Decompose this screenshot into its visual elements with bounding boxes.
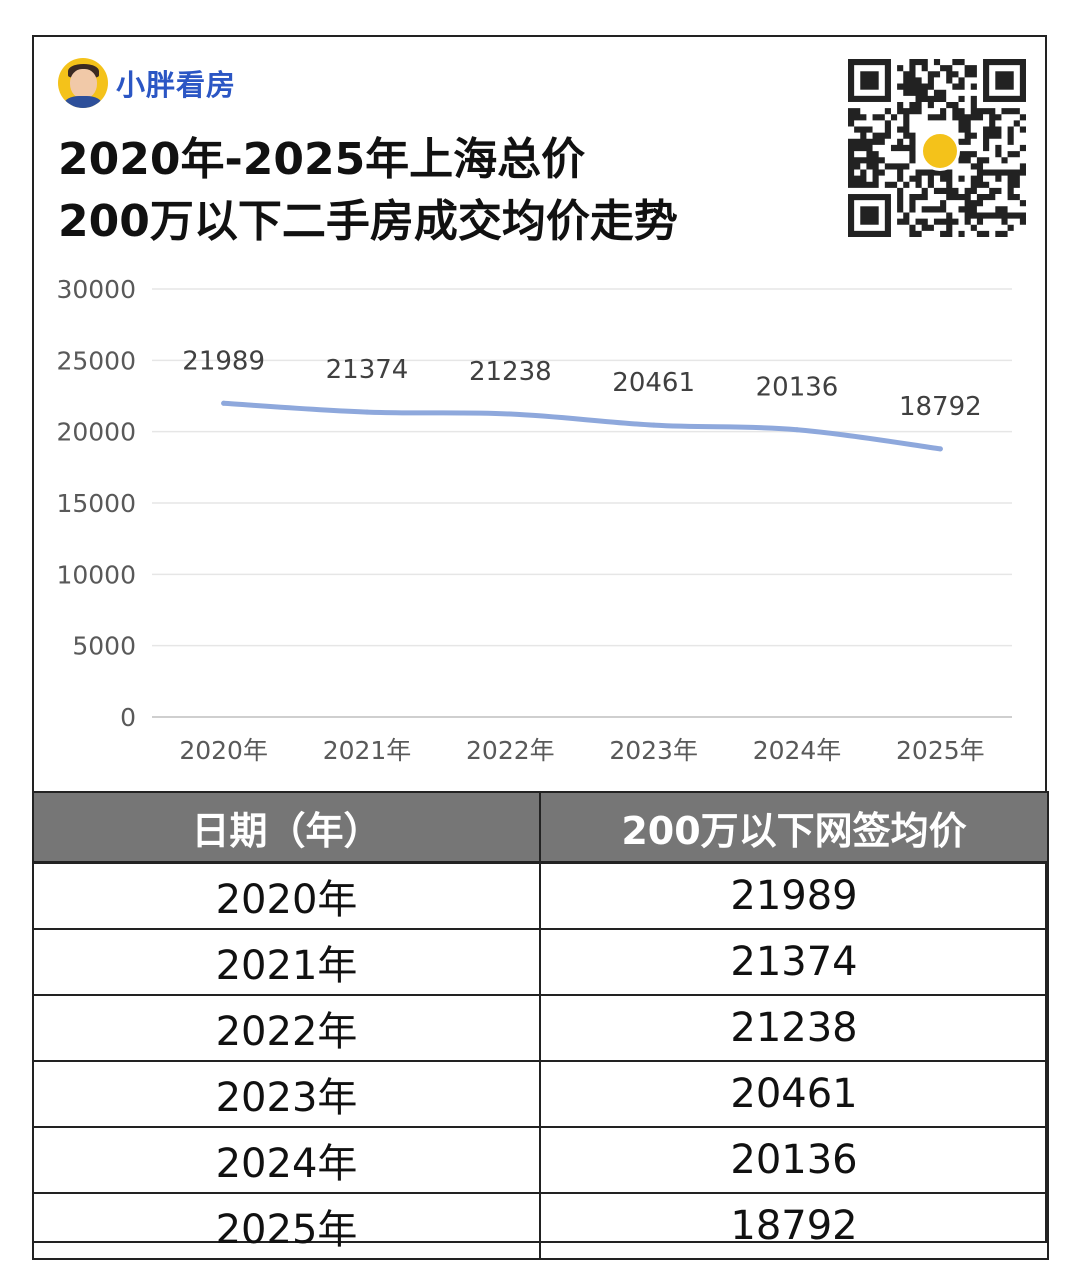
qr-finder-pattern [983, 59, 1026, 102]
data-point [507, 411, 513, 417]
title-line-2: 200万以下二手房成交均价走势 [58, 196, 678, 247]
table-cell-year: 2025年 [32, 1192, 541, 1260]
table-cell-price: 20461 [539, 1060, 1049, 1128]
x-tick-label: 2022年 [466, 736, 555, 765]
table-cell-price: 21374 [539, 928, 1049, 996]
y-tick-label: 25000 [56, 346, 136, 375]
table-header-row: 日期（年） 200万以下网签均价 [32, 791, 1049, 864]
table-row: 2024年 20136 [32, 1126, 1049, 1194]
table-cell-price: 21238 [539, 994, 1049, 1062]
page-title: 2020年-2025年上海总价 200万以下二手房成交均价走势 [58, 129, 818, 253]
x-tick-label: 2021年 [323, 736, 412, 765]
title-line-1: 2020年-2025年上海总价 [58, 134, 586, 185]
x-tick-label: 2020年 [179, 736, 268, 765]
data-point [221, 400, 227, 406]
y-tick-label: 0 [120, 703, 136, 732]
qr-modules [848, 59, 1026, 237]
y-tick-label: 5000 [72, 632, 136, 661]
table-cell-year: 2022年 [32, 994, 541, 1062]
table-cell-year: 2021年 [32, 928, 541, 996]
table-cell-year: 2020年 [32, 861, 541, 930]
qr-finder-pattern [848, 194, 891, 237]
poster-frame: 小胖看房 2020年-2025年上海总价 200万以下二手房成交均价走势 0 50… [32, 35, 1049, 1260]
table-cell-year: 2024年 [32, 1126, 541, 1194]
data-label: 21238 [469, 357, 552, 387]
table-row: 2021年 21374 [32, 928, 1049, 996]
data-label: 21374 [326, 355, 409, 385]
y-tick-label: 10000 [56, 560, 136, 589]
cartoon-avatar-icon [58, 58, 108, 108]
table-cell-price: 21989 [539, 861, 1049, 930]
y-tick-label: 15000 [56, 489, 136, 518]
table-row: 2022年 21238 [32, 994, 1049, 1062]
table-header-date: 日期（年） [32, 791, 541, 864]
data-label: 21989 [182, 346, 265, 376]
table-row: 2025年 18792 [32, 1192, 1049, 1260]
x-tick-label: 2024年 [753, 736, 842, 765]
data-point [937, 446, 943, 452]
line-chart: 0 5000 10000 15000 20000 25000 30000 2020年 2021年… [56, 277, 1012, 765]
data-table: 日期（年） 200万以下网签均价 2020年 21989 2021年 21374… [32, 791, 1049, 1260]
series-line [221, 400, 943, 452]
data-point [651, 422, 657, 428]
x-tick-label: 2023年 [609, 736, 698, 765]
table-cell-year: 2023年 [32, 1060, 541, 1128]
table-header-price: 200万以下网签均价 [539, 791, 1049, 864]
qr-finder-pattern [848, 59, 891, 102]
data-point [794, 427, 800, 433]
x-tick-label: 2025年 [896, 736, 985, 765]
brand: 小胖看房 [58, 57, 236, 109]
table-row: 2020年 21989 [32, 861, 1049, 930]
table-cell-price: 18792 [539, 1192, 1049, 1260]
qr-avatar-icon [920, 131, 960, 171]
table-cell-price: 20136 [539, 1126, 1049, 1194]
y-tick-label: 30000 [56, 277, 136, 304]
y-tick-label: 20000 [56, 418, 136, 447]
data-point [364, 409, 370, 415]
qr-code-graphic [848, 59, 1026, 237]
data-label: 20136 [756, 373, 839, 403]
data-label: 18792 [899, 392, 982, 422]
qr-code-icon [848, 59, 1026, 237]
brand-name: 小胖看房 [116, 68, 237, 102]
table-row: 2023年 20461 [32, 1060, 1049, 1128]
data-label: 20461 [612, 368, 695, 398]
